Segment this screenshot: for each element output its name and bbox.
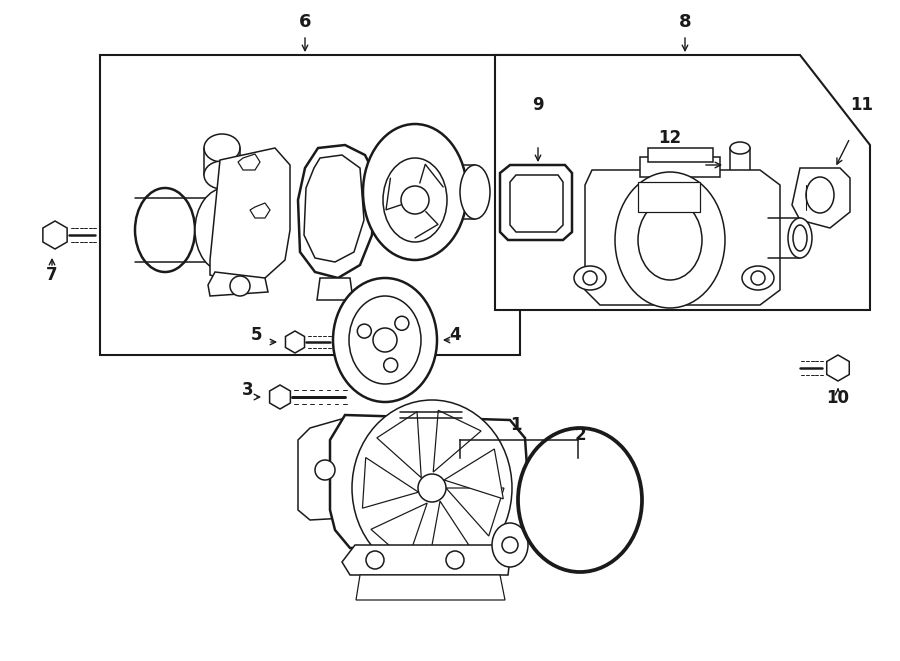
Ellipse shape xyxy=(460,165,490,219)
Ellipse shape xyxy=(383,158,447,242)
Ellipse shape xyxy=(204,134,240,162)
Polygon shape xyxy=(298,418,358,520)
Ellipse shape xyxy=(638,200,702,280)
Text: 8: 8 xyxy=(679,13,691,31)
Polygon shape xyxy=(428,501,473,566)
Polygon shape xyxy=(827,355,850,381)
Ellipse shape xyxy=(742,266,774,290)
Circle shape xyxy=(583,271,597,285)
Circle shape xyxy=(383,358,398,372)
Polygon shape xyxy=(585,170,780,305)
Ellipse shape xyxy=(204,161,240,189)
Polygon shape xyxy=(495,55,870,310)
Text: 4: 4 xyxy=(449,326,461,344)
Text: 7: 7 xyxy=(46,266,58,284)
Polygon shape xyxy=(43,221,68,249)
Text: 11: 11 xyxy=(850,96,874,114)
Circle shape xyxy=(373,328,397,352)
Text: 1: 1 xyxy=(510,416,522,434)
Circle shape xyxy=(401,186,429,214)
Ellipse shape xyxy=(615,172,725,308)
Circle shape xyxy=(395,316,409,330)
Ellipse shape xyxy=(352,400,512,576)
Text: 3: 3 xyxy=(242,381,254,399)
Ellipse shape xyxy=(730,142,750,154)
Text: 12: 12 xyxy=(659,129,681,147)
Polygon shape xyxy=(500,165,572,240)
Ellipse shape xyxy=(806,177,834,213)
Polygon shape xyxy=(270,385,291,409)
Polygon shape xyxy=(210,148,290,282)
Circle shape xyxy=(315,460,335,480)
Circle shape xyxy=(751,271,765,285)
Polygon shape xyxy=(298,145,375,278)
Polygon shape xyxy=(317,278,353,300)
Polygon shape xyxy=(208,272,268,296)
Bar xyxy=(100,55,520,355)
Polygon shape xyxy=(330,415,530,548)
Text: 2: 2 xyxy=(574,426,586,444)
Circle shape xyxy=(366,551,384,569)
Polygon shape xyxy=(250,203,270,218)
Circle shape xyxy=(502,537,518,553)
Ellipse shape xyxy=(195,188,255,272)
Bar xyxy=(730,148,750,198)
Text: 10: 10 xyxy=(826,389,850,407)
Polygon shape xyxy=(792,168,850,228)
Polygon shape xyxy=(285,331,304,353)
Polygon shape xyxy=(377,412,421,478)
Polygon shape xyxy=(433,410,482,472)
Polygon shape xyxy=(304,155,364,262)
Ellipse shape xyxy=(788,218,812,258)
Ellipse shape xyxy=(363,124,467,260)
Text: 5: 5 xyxy=(251,326,263,344)
Ellipse shape xyxy=(793,225,807,251)
Text: 9: 9 xyxy=(532,96,544,114)
Circle shape xyxy=(357,324,372,338)
Circle shape xyxy=(446,551,464,569)
Polygon shape xyxy=(238,154,260,170)
Ellipse shape xyxy=(333,278,437,402)
Ellipse shape xyxy=(135,188,195,272)
Polygon shape xyxy=(342,545,510,575)
Polygon shape xyxy=(444,449,503,499)
Bar xyxy=(640,157,720,177)
Polygon shape xyxy=(510,175,563,232)
Circle shape xyxy=(418,474,446,502)
Ellipse shape xyxy=(349,296,421,384)
Polygon shape xyxy=(371,503,427,561)
Polygon shape xyxy=(363,457,419,508)
Ellipse shape xyxy=(574,266,606,290)
Ellipse shape xyxy=(518,428,642,572)
Ellipse shape xyxy=(730,192,750,204)
Polygon shape xyxy=(356,575,505,600)
Circle shape xyxy=(230,276,250,296)
Bar xyxy=(648,148,713,162)
Polygon shape xyxy=(446,488,504,536)
Ellipse shape xyxy=(492,523,528,567)
Bar xyxy=(638,182,700,212)
Text: 6: 6 xyxy=(299,13,311,31)
